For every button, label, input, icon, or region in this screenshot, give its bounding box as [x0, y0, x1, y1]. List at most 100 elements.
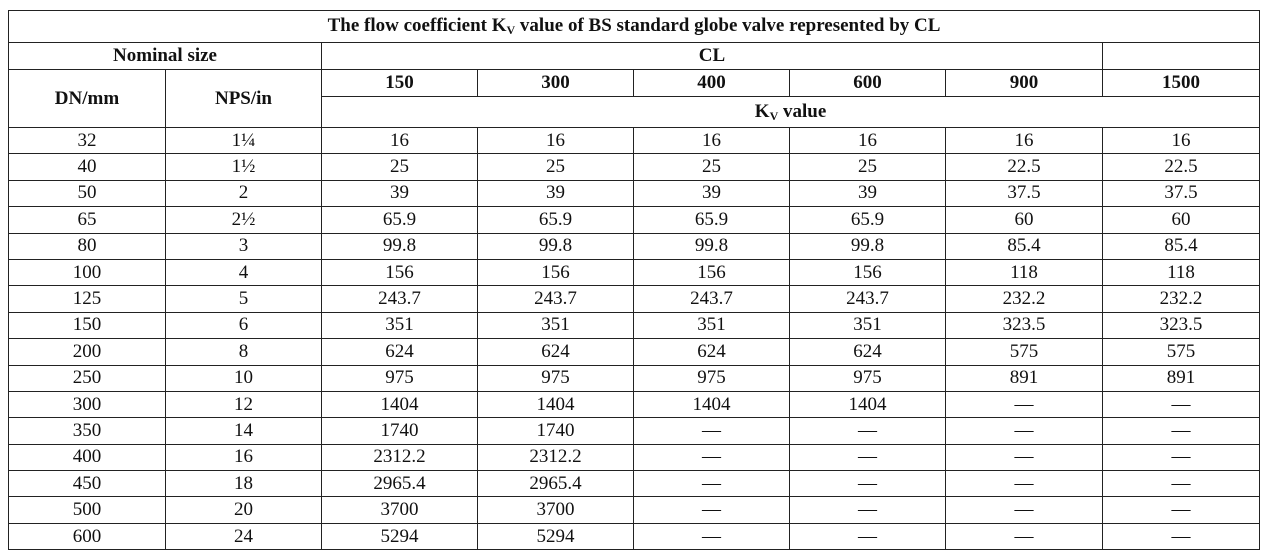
dn-cell: 450 — [8, 470, 166, 498]
kv-cell: 243.7 — [789, 285, 946, 313]
kv-cell: 2965.4 — [321, 470, 478, 498]
title-text: The flow coefficient K — [327, 15, 507, 36]
kv-cell: 99.8 — [633, 232, 790, 260]
kv-cell: 156 — [789, 258, 946, 287]
kv-cell: 65.9 — [477, 206, 634, 234]
kv-cell: — — [945, 390, 1103, 419]
dn-cell: 300 — [8, 390, 166, 419]
kv-cell: — — [1101, 470, 1261, 498]
kv-cell: 624 — [789, 338, 946, 366]
kv-text: K — [754, 100, 770, 122]
kv-cell: 351 — [477, 311, 634, 340]
header-cell: Nominal size — [8, 42, 322, 70]
kv-cell: 351 — [789, 311, 946, 340]
dn-cell: 100 — [8, 258, 166, 287]
kv-cell: 3700 — [321, 496, 478, 524]
dn-cell: 150 — [8, 311, 166, 340]
data-row: 600 24 5294 5294— — — — — [8, 522, 1261, 551]
nps-cell: 20 — [165, 496, 322, 524]
kv-cell: 60 — [1101, 206, 1261, 234]
nps-cell: 4 — [165, 258, 322, 287]
dn-cell: 400 — [8, 443, 166, 472]
data-row: 150 6 351 351 351 351 323.5 323.5 — [8, 311, 1261, 340]
kv-cell: 39 — [477, 179, 634, 208]
empty-cell — [1101, 42, 1261, 70]
kv-cell: — — [789, 496, 946, 524]
kv-cell: — — [945, 443, 1103, 472]
kv-rest: value — [778, 100, 827, 122]
kv-cell: 575 — [945, 338, 1103, 366]
kv-cell: — — [1101, 443, 1261, 472]
nps-cell: 16 — [165, 443, 322, 472]
class-cell: 400 — [633, 69, 790, 97]
data-row: 125 5 243.7 243.7 243.7 243.7 232.2 232.2 — [8, 285, 1261, 313]
kv-cell: 22.5 — [1101, 153, 1261, 181]
kv-cell: 65.9 — [633, 206, 790, 234]
kv-cell: 37.5 — [1101, 179, 1261, 208]
kv-cell: 243.7 — [633, 285, 790, 313]
dn-cell: 125 — [8, 285, 166, 313]
kv-cell: — — [1101, 496, 1261, 524]
kv-cell: — — [633, 443, 790, 472]
kv-cell: 39 — [789, 179, 946, 208]
kv-cell: 99.8 — [789, 232, 946, 260]
kv-cell: 232.2 — [1101, 285, 1261, 313]
data-row: 50 2 39 39 39 39 37.5 37.5 — [8, 179, 1261, 208]
kv-cell: 1404 — [477, 390, 634, 419]
nps-cell: 2 — [165, 179, 322, 208]
kv-cell: 975 — [789, 364, 946, 392]
kv-cell: — — [945, 496, 1103, 524]
class-cell: 900 — [945, 69, 1103, 97]
kv-cell: — — [633, 522, 790, 551]
kv-cell: 243.7 — [477, 285, 634, 313]
kv-cell: 37.5 — [945, 179, 1103, 208]
table-title: The flow coefficient KV value of BS stan… — [7, 10, 1261, 43]
kv-cell: 3700 — [477, 496, 634, 524]
kv-cell: 25 — [633, 153, 790, 181]
dn-cell: 40 — [8, 153, 166, 181]
dn-cell: 250 — [8, 364, 166, 392]
kv-cell: 60 — [945, 206, 1103, 234]
title-rest: value of BS standard globe valve represe… — [515, 15, 941, 36]
nps-cell: 1½ — [165, 153, 322, 181]
kv-cell: 156 — [477, 258, 634, 287]
kv-cell: — — [945, 470, 1103, 498]
data-row: 300 12 1404 1404 1404 1404— — — [8, 390, 1261, 419]
kv-cell: 25 — [789, 153, 946, 181]
nps-cell: 12 — [165, 390, 322, 419]
data-row: 500 20 3700 3700— — — — — [8, 496, 1261, 524]
kv-cell: — — [945, 522, 1103, 551]
nps-cell: 24 — [165, 522, 322, 551]
kv-cell: 16 — [633, 126, 790, 155]
data-row: 80 3 99.8 99.8 99.8 99.8 85.4 85.4 — [8, 232, 1261, 260]
dn-cell: 80 — [8, 232, 166, 260]
kv-cell: 85.4 — [1101, 232, 1261, 260]
header-cell: DN/mm — [8, 69, 166, 128]
data-row: 400 16 2312.2 2312.2— — — — — [8, 443, 1261, 472]
dn-cell: 65 — [8, 206, 166, 234]
class-cell: 300 — [477, 69, 634, 97]
kv-cell: 118 — [1101, 258, 1261, 287]
data-row: 40 1½ 25 25 25 25 22.5 22.5 — [8, 153, 1261, 181]
kv-cell: 16 — [789, 126, 946, 155]
kv-cell: 624 — [321, 338, 478, 366]
kv-cell: 323.5 — [945, 311, 1103, 340]
header-cell: NPS/in — [165, 69, 322, 128]
dn-cell: 500 — [8, 496, 166, 524]
class-cell: 1500 — [1101, 69, 1261, 97]
nps-cell: 2½ — [165, 206, 322, 234]
dn-cell: 200 — [8, 338, 166, 366]
kv-cell: 1740 — [321, 417, 478, 445]
dn-cell: 600 — [8, 522, 166, 551]
kv-cell: — — [789, 417, 946, 445]
kv-cell: 351 — [633, 311, 790, 340]
kv-cell: 16 — [477, 126, 634, 155]
kv-cell: 575 — [1101, 338, 1261, 366]
kv-cell: 65.9 — [789, 206, 946, 234]
kv-cell: — — [633, 470, 790, 498]
kv-cell: 65.9 — [321, 206, 478, 234]
data-row: 350 14 1740 1740— — — — — [8, 417, 1261, 445]
kv-cell: 16 — [945, 126, 1103, 155]
header-cell: CL — [321, 42, 1103, 70]
